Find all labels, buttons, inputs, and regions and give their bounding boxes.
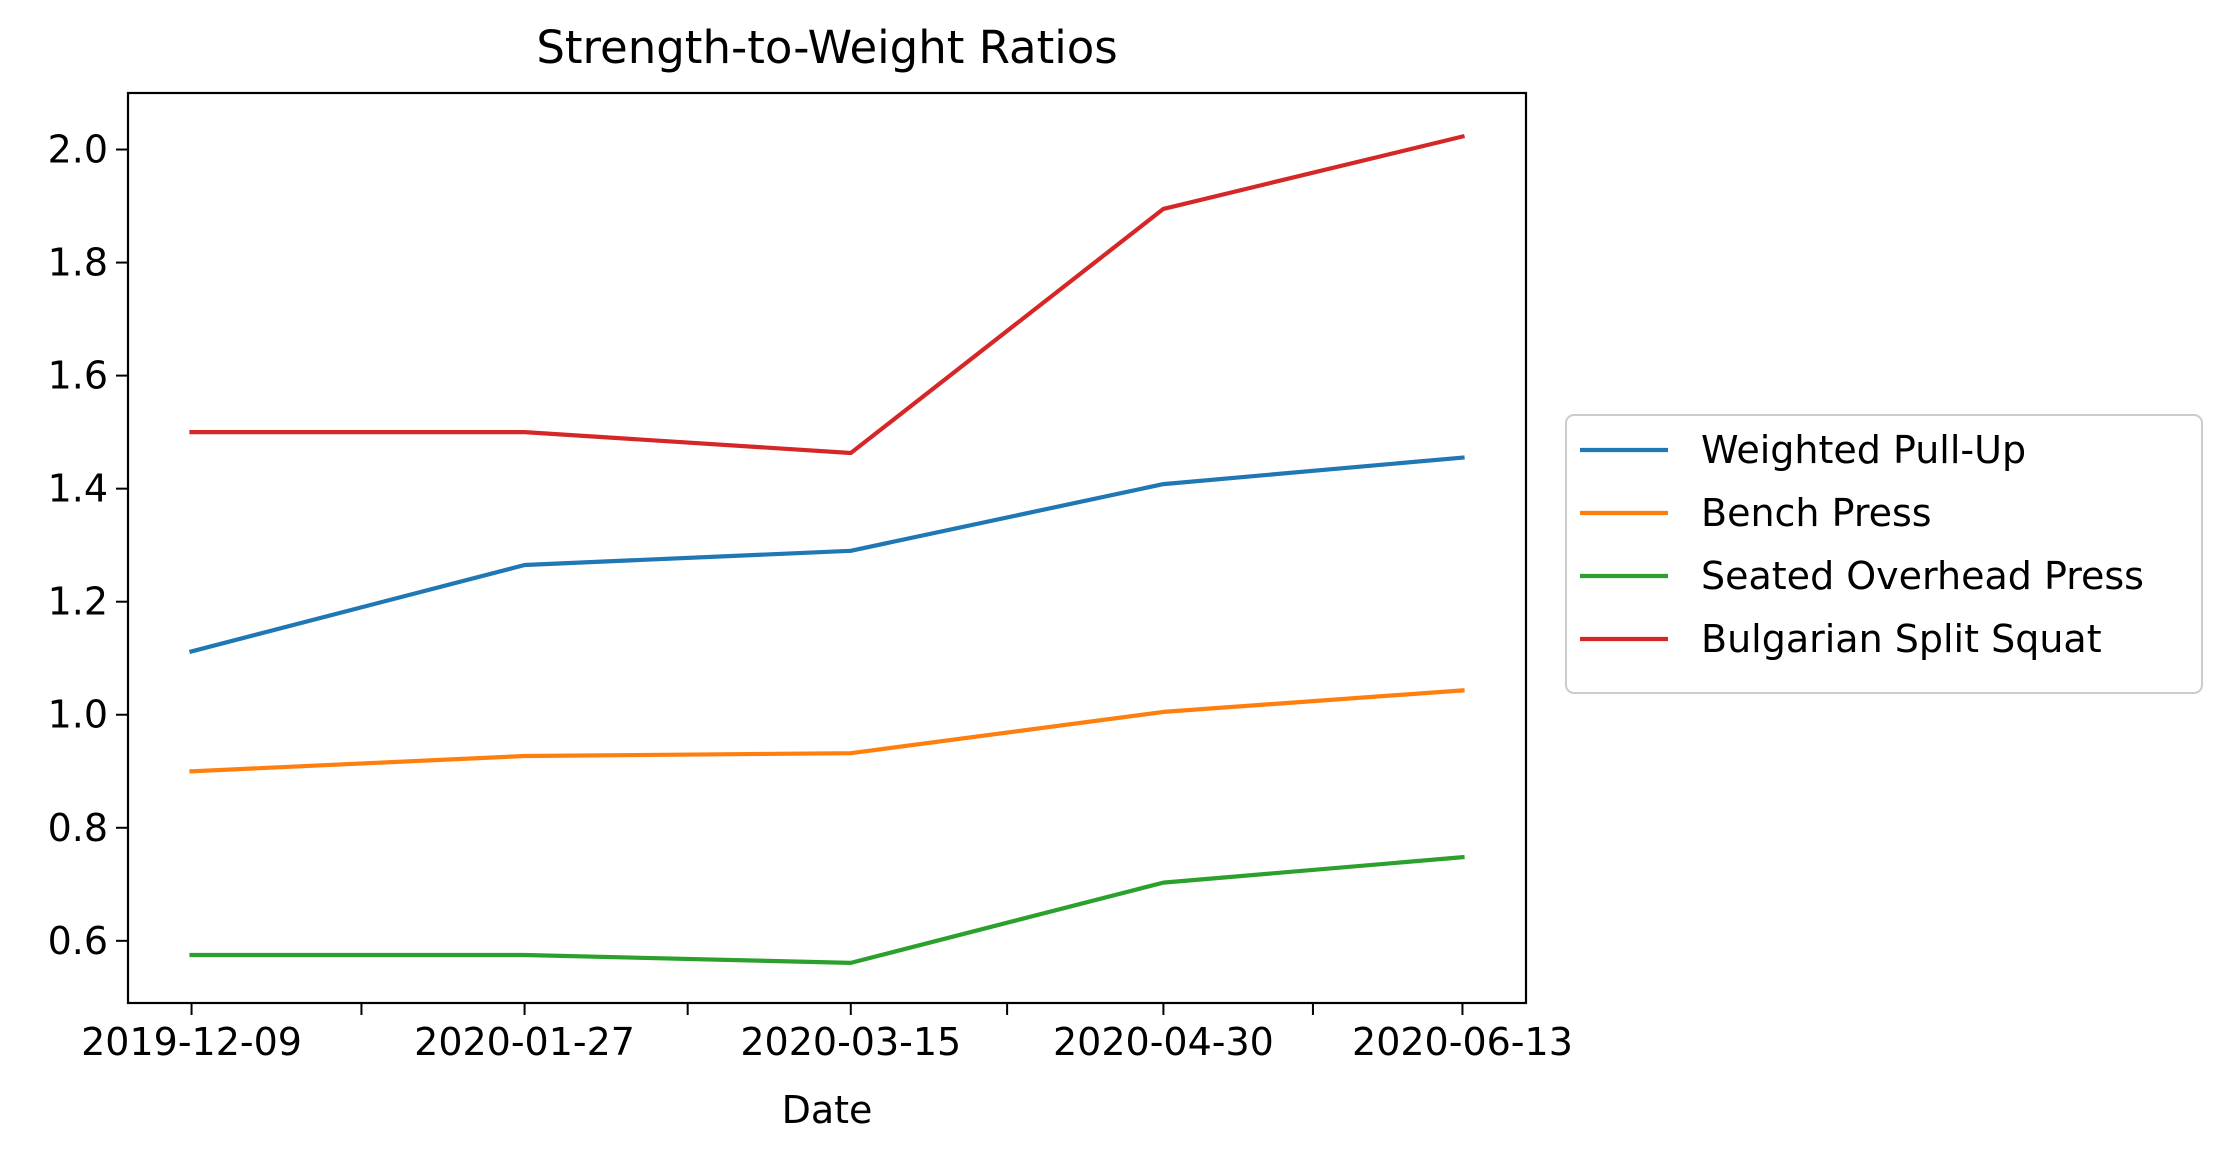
legend-label: Seated Overhead Press	[1701, 554, 2144, 598]
y-tick-label: 1.6	[48, 354, 108, 398]
x-axis: 2019-12-09 2020-01-27 2020-03-15 2020-04-30…	[81, 1003, 1573, 1064]
series-line-3	[189, 854, 1465, 966]
plot-frame	[126, 91, 1528, 1005]
legend: Weighted Pull-Up Bench Press Seated Overhe…	[1565, 414, 2203, 694]
y-tick-label: 0.8	[48, 806, 108, 850]
series-line-1	[188, 455, 1465, 654]
x-axis-label: Date	[782, 1088, 873, 1132]
x-tick-label: 2019-12-09	[81, 1020, 302, 1064]
legend-box	[1565, 414, 2203, 694]
chart-title: Strength-to-Weight Ratios	[536, 21, 1117, 74]
y-tick-label: 2.0	[48, 128, 108, 172]
x-tick-label: 2020-06-13	[1352, 1020, 1573, 1064]
legend-label: Bench Press	[1701, 491, 1932, 535]
x-tick-label: 2020-04-30	[1053, 1020, 1274, 1064]
x-tick-label: 2020-01-27	[414, 1020, 635, 1064]
y-tick-label: 1.8	[48, 241, 108, 285]
series-line-2	[189, 688, 1465, 774]
y-tick-label: 0.6	[48, 919, 108, 963]
legend-label: Weighted Pull-Up	[1701, 428, 2026, 472]
y-tick-label: 1.0	[48, 693, 108, 737]
legend-label: Bulgarian Split Squat	[1701, 617, 2102, 661]
y-tick-label: 1.4	[48, 467, 108, 511]
y-axis: 0.6 0.8 1.0 1.2 1.4 1.6 1.8 2.0	[48, 128, 128, 963]
y-tick-label: 1.2	[48, 580, 108, 624]
plot-area	[188, 133, 1466, 966]
x-tick-label: 2020-03-15	[740, 1020, 961, 1064]
series-line-4	[189, 133, 1466, 456]
